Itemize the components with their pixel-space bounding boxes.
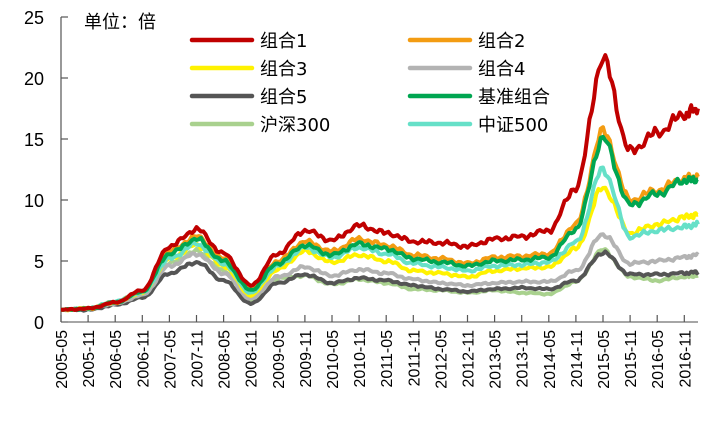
series-line-4 <box>61 249 700 313</box>
legend-label: 组合5 <box>260 87 307 108</box>
unit-label: 单位：倍 <box>84 12 156 33</box>
y-tick-label: 25 <box>24 8 44 28</box>
x-tick-label: 2012-05 <box>433 330 450 389</box>
series-line-1 <box>61 125 700 312</box>
x-tick-label: 2013-11 <box>515 330 532 388</box>
series-line-3 <box>61 232 700 313</box>
x-tick-label: 2006-11 <box>135 330 152 388</box>
x-tick-label: 2016-05 <box>650 330 667 389</box>
x-tick-label: 2010-11 <box>352 330 369 388</box>
y-tick-label: 10 <box>24 191 44 211</box>
y-tick-label: 5 <box>34 252 44 272</box>
x-tick-label: 2010-05 <box>325 330 342 389</box>
legend-label: 组合2 <box>478 31 525 52</box>
y-tick-label: 20 <box>24 69 44 89</box>
x-axis: 2005-05 2005-11 2006-05 2006-11 2007-05 2007-… <box>54 315 698 389</box>
x-tick-label: 2009-05 <box>271 330 288 389</box>
series-line-7 <box>61 165 700 312</box>
legend-label: 沪深300 <box>260 115 330 136</box>
x-tick-label: 2011-05 <box>379 330 396 388</box>
x-tick-label: 2007-05 <box>162 330 179 389</box>
y-axis: 0 5 10 15 20 25 <box>24 8 68 333</box>
series-line-0 <box>61 53 700 312</box>
x-tick-label: 2012-11 <box>461 330 478 388</box>
x-tick-label: 2005-11 <box>81 330 98 388</box>
legend-label: 组合1 <box>260 31 307 52</box>
y-tick-label: 0 <box>34 313 44 333</box>
x-tick-label: 2009-11 <box>298 330 315 388</box>
legend-label: 中证500 <box>478 115 548 136</box>
series-lines <box>61 53 700 313</box>
x-tick-label: 2008-05 <box>217 330 234 389</box>
x-tick-label: 2005-05 <box>54 330 71 389</box>
legend-label: 组合4 <box>478 59 525 80</box>
legend-label: 组合3 <box>260 59 307 80</box>
x-tick-label: 2011-11 <box>406 330 423 386</box>
x-tick-label: 2014-05 <box>542 330 559 389</box>
x-tick-label: 2014-11 <box>569 330 586 388</box>
x-tick-label: 2013-05 <box>488 330 505 389</box>
series-line-5 <box>61 134 699 312</box>
x-tick-label: 2006-05 <box>108 330 125 389</box>
x-tick-label: 2016-11 <box>677 330 694 388</box>
x-tick-label: 2008-11 <box>244 330 261 388</box>
x-tick-label: 2015-11 <box>623 330 640 388</box>
legend-label: 基准组合 <box>478 87 550 108</box>
x-tick-label: 2015-05 <box>596 330 613 389</box>
y-tick-label: 15 <box>24 130 44 150</box>
x-tick-label: 2007-11 <box>190 330 207 388</box>
